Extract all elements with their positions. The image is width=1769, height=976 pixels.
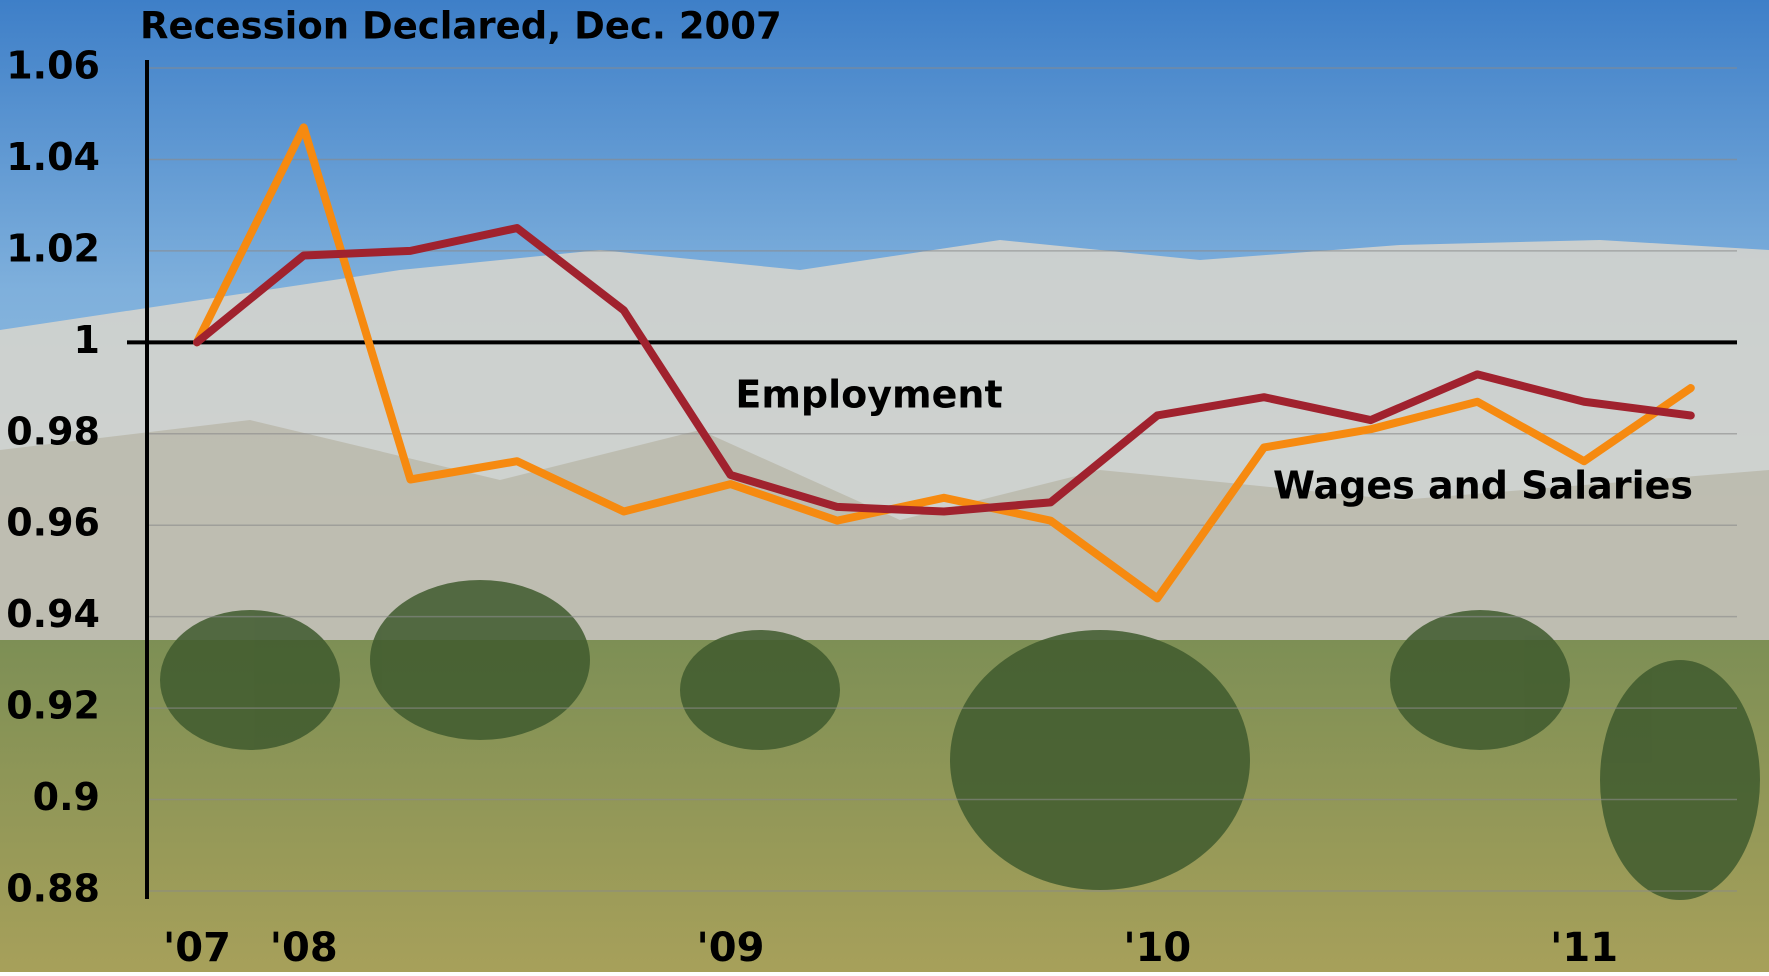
y-tick-label: 0.98 bbox=[6, 409, 100, 453]
y-tick-label: 0.96 bbox=[6, 501, 100, 545]
chart-title: Recession Declared, Dec. 2007 bbox=[140, 5, 782, 48]
background-trees bbox=[160, 580, 1760, 900]
series-line bbox=[193, 224, 1695, 516]
series-label: Employment bbox=[735, 373, 1002, 417]
y-tick-label: 0.92 bbox=[6, 684, 100, 728]
x-tick-label: '07 bbox=[163, 925, 231, 971]
series-line bbox=[193, 123, 1695, 603]
y-tick-label: 0.88 bbox=[6, 867, 100, 911]
y-tick-label: 1.06 bbox=[6, 44, 100, 88]
y-tick-label: 0.94 bbox=[6, 592, 100, 636]
series-label: Wages and Salaries bbox=[1273, 464, 1693, 508]
y-tick-label: 1 bbox=[74, 318, 100, 362]
y-tick-label: 1.04 bbox=[6, 135, 100, 179]
x-tick-label: '09 bbox=[697, 925, 765, 971]
y-tick-label: 0.9 bbox=[33, 775, 100, 819]
x-tick-label: '11 bbox=[1550, 925, 1618, 971]
x-tick-label: '10 bbox=[1123, 925, 1191, 971]
x-tick-label: '08 bbox=[270, 925, 338, 971]
y-tick-label: 1.02 bbox=[6, 226, 100, 270]
